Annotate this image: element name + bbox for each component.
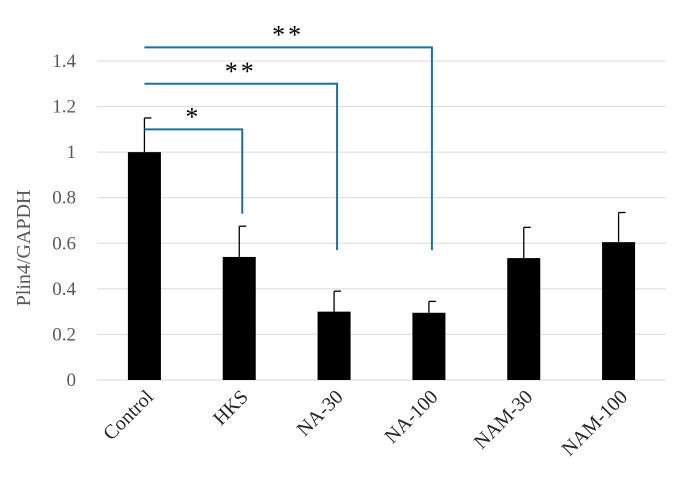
bar-nam-100 bbox=[602, 242, 636, 380]
x-tick-label: HKS bbox=[209, 386, 253, 430]
x-tick-label: Control bbox=[99, 386, 158, 445]
y-tick-label: 0.2 bbox=[52, 324, 76, 345]
y-tick-label: 1.2 bbox=[52, 97, 76, 118]
x-axis-category-labels: Control HKS NA-30 NA-100 NAM-30 NAM-100 bbox=[99, 386, 632, 461]
y-tick-label: 0.8 bbox=[52, 188, 76, 209]
y-tick-label: 1 bbox=[67, 142, 77, 163]
x-tick-label: NAM-30 bbox=[470, 386, 537, 453]
bar-na-30 bbox=[317, 311, 351, 380]
bar-na-100 bbox=[412, 312, 446, 380]
x-tick-label: NA-100 bbox=[381, 386, 443, 448]
x-tick-label: NA-30 bbox=[293, 386, 348, 441]
y-tick-label: 0 bbox=[67, 370, 77, 391]
significance-bracket bbox=[144, 46, 433, 251]
y-axis-title: Plin4/GAPDH bbox=[13, 190, 35, 307]
bar-hks bbox=[222, 256, 256, 380]
gridlines bbox=[97, 60, 666, 381]
y-tick-label: 0.6 bbox=[52, 233, 76, 254]
error-bars bbox=[143, 117, 626, 313]
y-tick-label: 1.4 bbox=[52, 51, 76, 72]
significance-bracket bbox=[144, 128, 244, 214]
significance-label: ** bbox=[272, 20, 304, 49]
x-tick-label: NAM-100 bbox=[558, 386, 632, 460]
bar-control bbox=[127, 152, 161, 380]
significance-bracket bbox=[144, 82, 339, 251]
bars bbox=[127, 152, 636, 380]
bar-nam-30 bbox=[507, 258, 541, 380]
significance-label: ** bbox=[225, 57, 257, 86]
y-axis-tick-labels: 0 0.2 0.4 0.6 0.8 1 1.2 1.4 bbox=[52, 51, 76, 391]
y-tick-label: 0.4 bbox=[52, 279, 76, 300]
significance-brackets: ***** bbox=[144, 20, 433, 251]
significance-label: * bbox=[185, 102, 201, 131]
